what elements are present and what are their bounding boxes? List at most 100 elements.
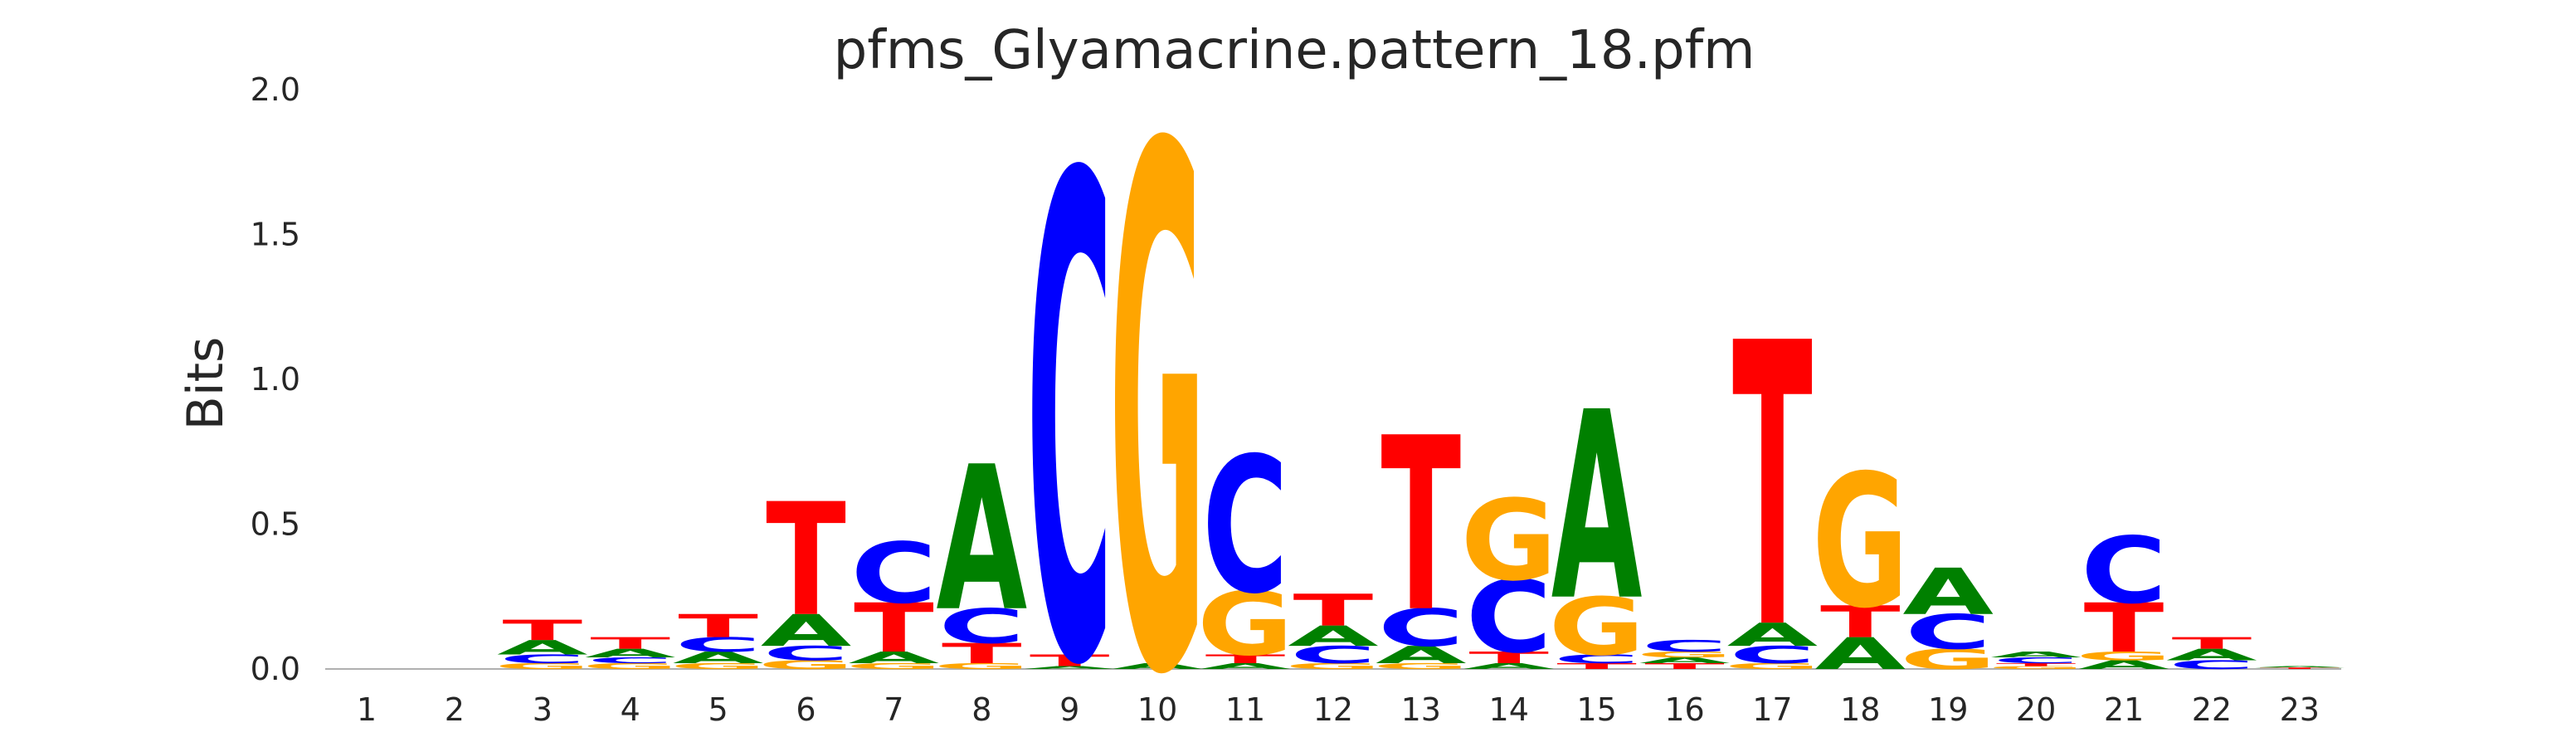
x-tick-label: 19: [1928, 691, 1968, 728]
logo-letter-c: C: [2081, 517, 2167, 623]
logo-letter-a: A: [1902, 554, 1994, 628]
logo-letter-a: A: [761, 606, 852, 657]
logo-letter-c: C: [499, 652, 586, 666]
logo-letter-c: C: [1642, 637, 1728, 655]
logo-letter-a: A: [673, 648, 764, 666]
logo-letter-c: C: [1378, 598, 1464, 658]
logo-letter-c: C: [675, 633, 762, 657]
x-tick-label: 11: [1225, 691, 1265, 728]
logo-letter-g: G: [2076, 649, 2172, 663]
logo-letter-a: A: [849, 648, 940, 666]
logo-letter-g: G: [1197, 574, 1293, 676]
logo-letter-t: T: [1468, 648, 1549, 666]
logo-letter-a: A: [1551, 359, 1643, 659]
logo-letter-g: G: [670, 662, 766, 671]
logo-letter-a: A: [1112, 662, 1203, 671]
logo-letter-t: T: [590, 634, 670, 652]
logo-letter-g: G: [1285, 662, 1381, 671]
x-tick-label: 17: [1752, 691, 1792, 728]
logo-letter-g: G: [494, 662, 591, 671]
y-tick-label: 0.0: [251, 651, 300, 687]
x-tick-label: 16: [1664, 691, 1704, 728]
x-tick-label: 1: [357, 691, 377, 728]
x-tick-label: 23: [2280, 691, 2320, 728]
logo-letter-t: T: [678, 608, 758, 645]
logo-letter-t: T: [1205, 652, 1286, 666]
x-tick-label: 3: [533, 691, 553, 728]
logo-letter-a: A: [1288, 620, 1379, 652]
logo-letter-c: C: [2169, 658, 2255, 672]
logo-letter-g: G: [1109, 0, 1205, 747]
logo-letter-g: G: [1812, 436, 1908, 649]
y-tick-label: 2.0: [251, 71, 300, 108]
chart-title: pfms_Glyamacrine.pattern_18.pfm: [834, 20, 1755, 81]
x-axis-ticks: 1 2 3 4 5 6 7 8 9 10 11 12 13 14 15 16 17 18 19 20 21 22 23: [357, 691, 2320, 728]
logo-letter-t: T: [1644, 662, 1725, 671]
logo-letter-c: C: [1554, 652, 1640, 666]
logo-letter-a: A: [936, 424, 1027, 656]
logo-letter-t: T: [2172, 634, 2252, 652]
logo-letter-c: C: [763, 642, 850, 665]
logo-letter-c: C: [938, 599, 1025, 654]
x-tick-label: 12: [1313, 691, 1353, 728]
logo-letter-g: G: [1373, 662, 1469, 671]
logo-letter-t: T: [766, 471, 846, 651]
logo-letter-g: G: [933, 662, 1030, 671]
logo-letter-a: A: [1814, 629, 1906, 680]
x-tick-label: 21: [2104, 691, 2144, 728]
x-tick-label: 18: [1840, 691, 1880, 728]
x-tick-label: 6: [796, 691, 816, 728]
x-tick-label: 10: [1137, 691, 1177, 728]
x-tick-label: 8: [971, 691, 991, 728]
logo-letter-t: T: [1556, 662, 1637, 671]
x-tick-label: 15: [1576, 691, 1616, 728]
logo-letter-a: A: [1727, 617, 1819, 653]
logo-letter-a: A: [497, 636, 588, 659]
logo-letter-t: T: [1820, 597, 1901, 647]
logo-letter-t: T: [2084, 589, 2165, 667]
logo-letter-t: T: [1293, 585, 1374, 636]
logo-letter-g: G: [1988, 666, 2084, 671]
logo-letter-t: T: [854, 589, 934, 667]
logo-letter-t: T: [942, 637, 1022, 670]
logo-letter-a: A: [1024, 666, 1115, 671]
logo-letter-c: C: [1729, 642, 1815, 669]
y-tick-label: 1.0: [251, 361, 300, 398]
x-tick-label: 2: [445, 691, 465, 728]
logo-letter-g: G: [582, 662, 679, 671]
y-tick-label: 0.5: [251, 506, 300, 543]
x-tick-label: 5: [709, 691, 728, 728]
logo-letter-c: C: [1202, 418, 1288, 636]
x-tick-label: 9: [1059, 691, 1079, 728]
logo-letter-g: G: [845, 662, 942, 671]
y-axis-ticks: 0.0 0.5 1.0 1.5 2.0: [251, 71, 300, 687]
x-tick-label: 14: [1489, 691, 1529, 728]
x-tick-label: 20: [2016, 691, 2056, 728]
logo-letter-a: A: [1200, 662, 1291, 671]
x-tick-label: 7: [884, 691, 903, 728]
logo-letter-a: A: [1463, 662, 1555, 671]
logo-letter-a: A: [1639, 656, 1731, 665]
logo-letter-g: G: [1724, 662, 1820, 671]
logo-letter-g: G: [757, 658, 854, 672]
logo-letter-a: A: [2078, 658, 2169, 672]
logo-letter-c: C: [1466, 559, 1552, 676]
logo-letter-t: T: [2259, 667, 2340, 670]
x-tick-label: 4: [621, 691, 640, 728]
logo-letter-c: C: [850, 525, 937, 622]
logo-letter-a: A: [1990, 650, 2082, 659]
logo-letter-t: T: [1732, 261, 1813, 715]
x-tick-label: 13: [1401, 691, 1441, 728]
logo-letter-c: C: [1905, 605, 1991, 660]
logo-letter-t: T: [502, 614, 582, 647]
logo-letter-c: C: [1026, 40, 1113, 747]
logo-letter-t: T: [1030, 652, 1110, 670]
logo-letter-c: C: [1290, 642, 1376, 669]
logo-letter-c: C: [587, 656, 674, 665]
logo-letter-g: G: [1900, 643, 1996, 676]
y-axis-label: Bits: [177, 337, 235, 431]
logo-letter-g: G: [1461, 476, 1557, 605]
logo-letter-a: A: [2166, 646, 2257, 664]
